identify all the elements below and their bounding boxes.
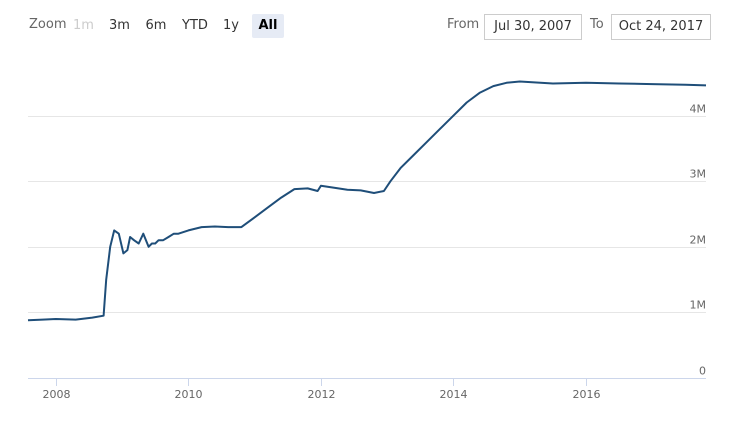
grid-lines: [28, 116, 706, 313]
x-tick-label: 2012: [308, 388, 336, 401]
x-tick-label: 2014: [440, 388, 468, 401]
series-line: [27, 80, 707, 322]
zoom-1m-button[interactable]: 1m: [73, 18, 94, 33]
x-tick-label: 2016: [573, 388, 601, 401]
range-selector: Zoom 1m 3m 6m YTD 1y All From To: [0, 0, 732, 50]
from-date-input[interactable]: [484, 14, 582, 40]
y-axis-labels: 0 1M 2M 3M 4M: [690, 103, 707, 378]
from-label: From: [447, 17, 480, 32]
zoom-6m-button[interactable]: 6m: [145, 18, 167, 33]
to-date-input[interactable]: [611, 14, 711, 40]
x-axis: 2008 2010 2012 2014 2016: [28, 378, 706, 401]
series-group: [27, 80, 707, 322]
zoom-3m-button[interactable]: 3m: [109, 18, 130, 33]
zoom-all-button[interactable]: All: [252, 14, 284, 38]
to-label: To: [590, 17, 604, 32]
y-tick-label: 2M: [690, 234, 707, 247]
y-tick-label: 0: [699, 365, 706, 378]
zoom-label: Zoom: [29, 17, 67, 32]
y-tick-label: 1M: [690, 299, 707, 312]
y-tick-label: 4M: [690, 103, 707, 116]
y-tick-label: 3M: [690, 168, 707, 181]
zoom-1y-button[interactable]: 1y: [223, 18, 239, 33]
x-tick-label: 2008: [43, 388, 71, 401]
x-tick-label: 2010: [175, 388, 203, 401]
zoom-ytd-button[interactable]: YTD: [182, 18, 208, 33]
